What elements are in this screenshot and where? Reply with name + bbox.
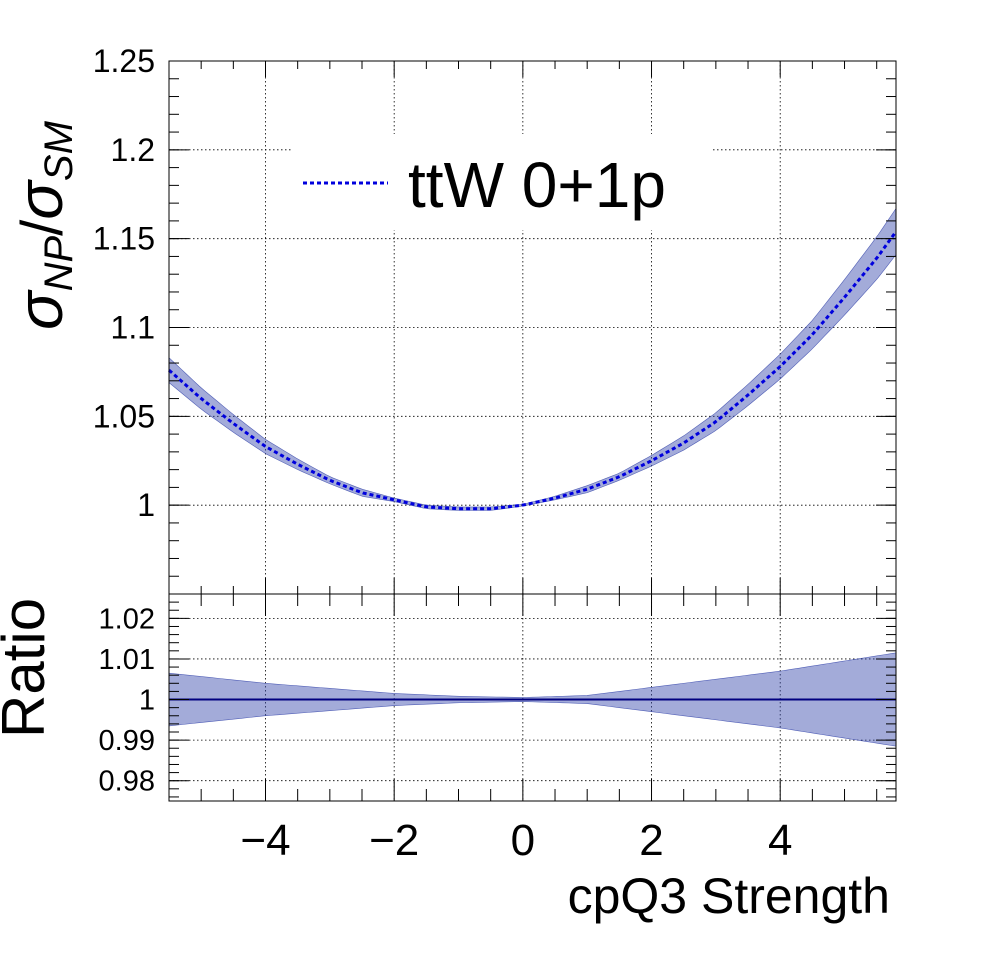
ratio-panel: 0.98 0.99 1 1.01 1.02 −4 −2 0 2 4 Ratio cpQ3 Str… (0, 593, 897, 924)
x-tick-label: 0 (511, 816, 535, 865)
main-y-tick-label: 1.25 (93, 43, 155, 79)
x-tick-label: 4 (768, 816, 792, 865)
x-axis-label: cpQ3 Strength (568, 868, 890, 924)
main-y-tick-label: 1.05 (93, 398, 155, 434)
y-axis-label-sigma: σ (4, 289, 76, 330)
main-y-tick-label: 1 (137, 487, 155, 523)
x-tick-label: −4 (240, 816, 290, 865)
legend: ttW 0+1p (292, 134, 712, 230)
main-y-tick-label: 1.15 (93, 221, 155, 257)
y-axis-label-sub-sm: SM (37, 120, 81, 181)
y-axis-label-sub-np: NP (37, 236, 81, 292)
ratio-y-tick-labels: 0.98 0.99 1 1.01 1.02 (99, 603, 155, 797)
ratio-y-tick-label: 0.99 (99, 725, 155, 757)
legend-entry-label: ttW 0+1p (408, 149, 666, 221)
x-tick-labels: −4 −2 0 2 4 (240, 816, 792, 865)
main-series-line (168, 230, 898, 511)
y-axis-label: σNP/σSM (4, 120, 81, 330)
ratio-y-tick-label: 1.01 (99, 644, 155, 676)
y-axis-label-slash: / (10, 219, 75, 236)
y-axis-label-sigma-2: σ (4, 179, 76, 220)
ratio-ticks (168, 594, 896, 801)
ratio-y-tick-label: 1.02 (99, 603, 155, 635)
main-y-tick-label: 1.1 (111, 310, 155, 346)
ratio-y-tick-label: 0.98 (99, 766, 155, 798)
ratio-y-tick-label: 1 (139, 685, 155, 717)
main-series-polyline (168, 230, 898, 511)
main-y-tick-labels: 1 1.05 1.1 1.15 1.2 1.25 (93, 43, 155, 523)
ratio-y-axis-label: Ratio (0, 598, 57, 738)
main-panel: 11.051.11.151.21.25 ttW 0+1p σNP/σSM (4, 43, 898, 595)
ratio-frame (168, 593, 897, 802)
main-y-tick-label: 1.2 (111, 132, 155, 168)
x-tick-label: −2 (369, 816, 419, 865)
x-tick-label: 2 (639, 816, 663, 865)
